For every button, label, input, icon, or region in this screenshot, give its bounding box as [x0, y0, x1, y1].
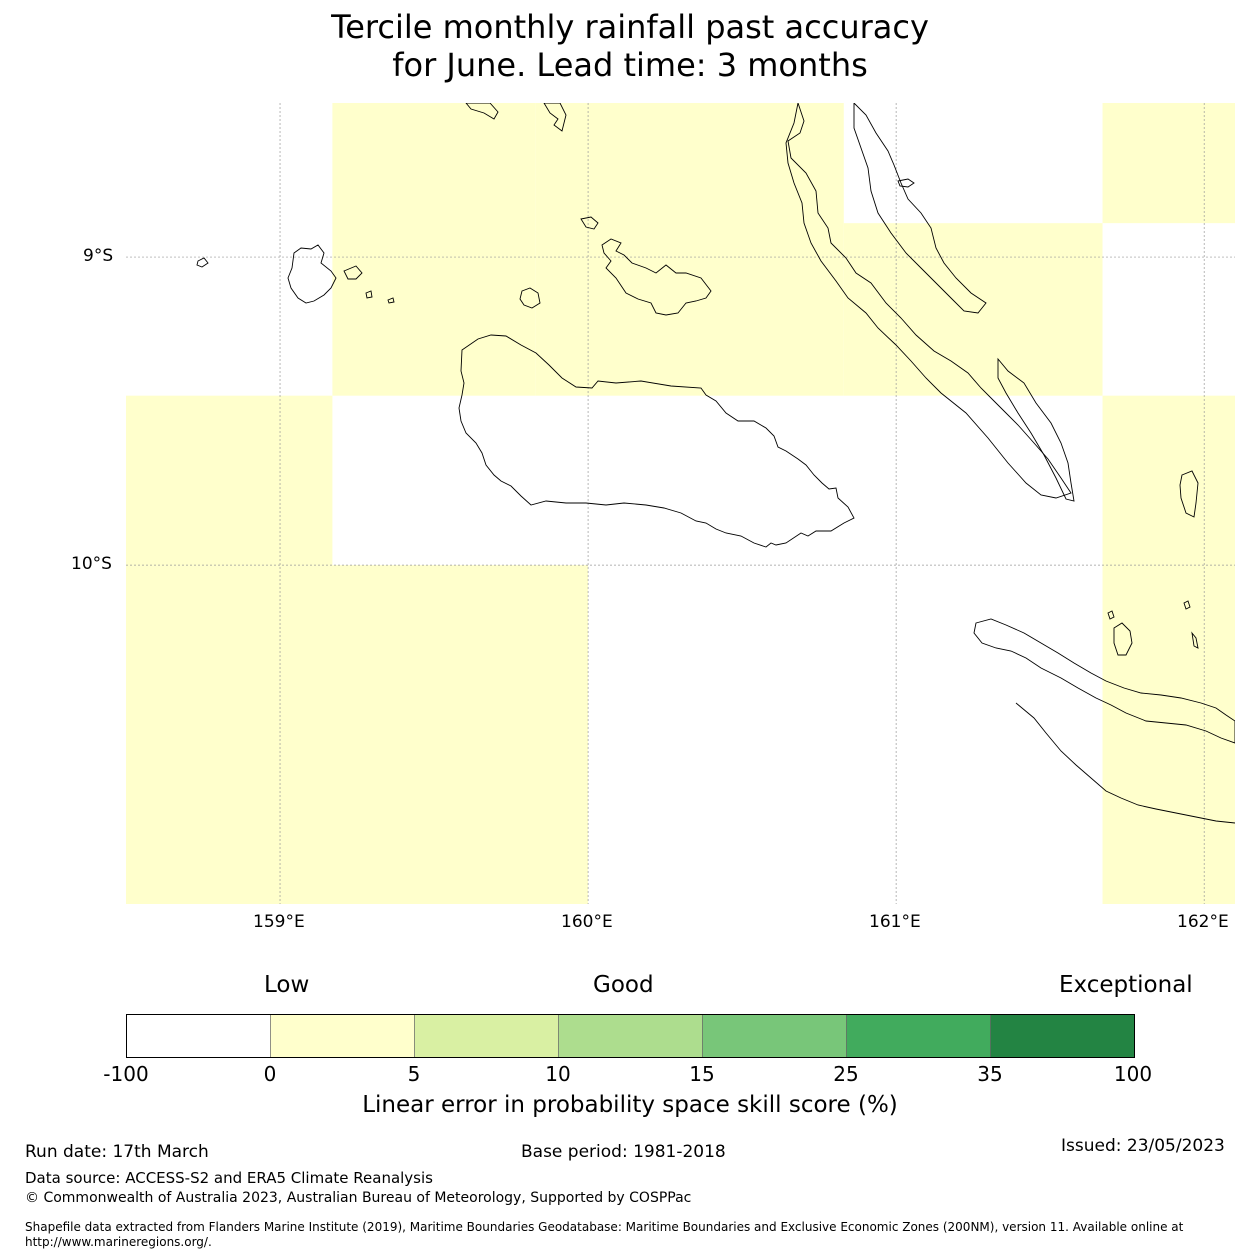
map-title-line1: Tercile monthly rainfall past accuracy	[331, 8, 929, 46]
lon-label-162e: 162°E	[1177, 912, 1229, 932]
skill-cell	[1102, 395, 1235, 904]
skill-cell	[126, 565, 589, 904]
coastline-guadalcanal	[458, 334, 855, 548]
base-period: Base period: 1981-2018	[521, 1142, 726, 1162]
lon-label-161e: 161°E	[869, 912, 921, 932]
issued-date: Issued: 23/05/2023	[1061, 1136, 1225, 1156]
colorbar-exceptional-label: Exceptional	[1059, 972, 1193, 998]
coastline-russell-islands	[287, 244, 337, 304]
colorbar-segment	[702, 1014, 847, 1058]
skill-cell	[332, 103, 536, 396]
colorbar-good-label: Good	[593, 972, 654, 998]
colorbar-segment	[990, 1014, 1135, 1058]
colorbar-tick: 10	[545, 1062, 571, 1086]
skill-cell	[126, 395, 333, 566]
colorbar-tick: -100	[103, 1062, 149, 1086]
colorbar-segment	[270, 1014, 415, 1058]
shapefile-attribution: Shapefile data extracted from Flanders M…	[25, 1220, 1184, 1249]
coastline-savo	[519, 287, 541, 309]
coastlines	[196, 103, 1235, 824]
coastline-florida-islands	[601, 238, 712, 316]
colorbar-tick: 35	[977, 1062, 1003, 1086]
colorbar-axis-label: Linear error in probability space skill …	[362, 1092, 898, 1118]
skill-cell	[1102, 103, 1235, 224]
lat-label-9s: 9°S	[83, 246, 114, 266]
colorbar-tick: 0	[263, 1062, 277, 1086]
coastline-makira	[973, 618, 1235, 744]
colorbar-tick: 25	[833, 1062, 859, 1086]
lat-label-10s: 10°S	[71, 554, 112, 574]
map-title-line2: for June. Lead time: 3 months	[392, 46, 868, 84]
copyright-notice: © Commonwealth of Australia 2023, Austra…	[25, 1190, 692, 1206]
colorbar-tick: 5	[407, 1062, 421, 1086]
skill-cell	[843, 223, 1103, 396]
colorbar-segment	[558, 1014, 703, 1058]
data-source: Data source: ACCESS-S2 and ERA5 Climate …	[25, 1169, 433, 1187]
lon-label-159e: 159°E	[253, 912, 305, 932]
lon-label-160e: 160°E	[561, 912, 613, 932]
colorbar-tick: 15	[689, 1062, 715, 1086]
map-area	[126, 103, 1235, 904]
colorbar-tick: 100	[1113, 1062, 1153, 1086]
colorbar-segment	[414, 1014, 559, 1058]
colorbar-segments	[126, 1014, 1135, 1058]
coastline-malaita	[785, 103, 1072, 499]
colorbar-segment	[126, 1014, 271, 1058]
colorbar-low-label: Low	[264, 972, 310, 998]
colorbar	[126, 1014, 1135, 1058]
run-date: Run date: 17th March	[25, 1142, 209, 1162]
colorbar-segment	[846, 1014, 991, 1058]
skill-cells	[126, 103, 1235, 904]
skill-cell	[535, 103, 844, 396]
